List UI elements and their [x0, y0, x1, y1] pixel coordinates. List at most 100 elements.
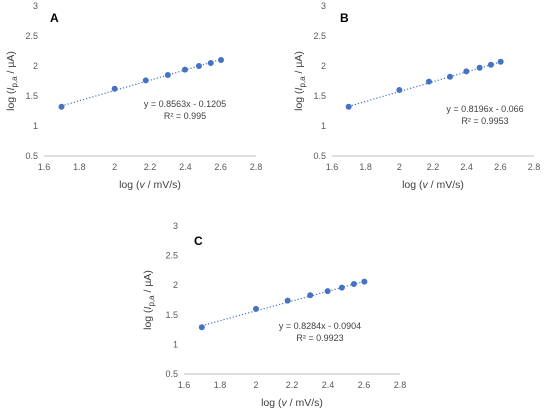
x-tick-label: 2.4	[179, 162, 192, 172]
x-tick-label: 2.8	[250, 162, 263, 172]
data-point	[207, 60, 214, 66]
y-tick-label: 1	[33, 121, 38, 131]
trendline	[61, 58, 222, 107]
y-axis-title: log (Ip,a / µA)	[293, 51, 307, 111]
data-point	[487, 61, 494, 68]
data-point	[284, 297, 291, 304]
y-tick-label: 0.5	[313, 151, 326, 161]
y-axis-title-unit: / µA)	[5, 51, 17, 76]
x-axis-title: log (v / mV/s)	[119, 179, 181, 191]
x-tick-label: 2	[253, 380, 258, 390]
x-tick-label: 2.2	[286, 380, 299, 390]
y-tick-label: 2.5	[25, 31, 38, 41]
y-axis-title: log (Ip,a / µA)	[142, 270, 156, 330]
y-tick-label: 3	[321, 1, 326, 11]
x-tick-label: 2	[397, 162, 402, 172]
panel-label: B	[340, 11, 349, 25]
y-tick-label: 2.5	[165, 251, 178, 261]
x-tick-label: 1.6	[38, 162, 51, 172]
data-point	[396, 87, 403, 93]
y-tick-label: 1.5	[25, 91, 38, 101]
x-tick-label: 1.8	[73, 162, 86, 172]
data-point	[324, 288, 331, 295]
y-axis-title-prefix: log (	[293, 90, 305, 111]
y-tick-label: 1	[321, 121, 326, 131]
y-tick-label: 0.5	[165, 369, 178, 379]
chart-panel-b: 1.6 1.8 2 2.2 2.4 2.6 2.8 0.5 1 1.5 2 2.5 3 By = 0.81…	[293, 1, 540, 191]
x-tick-label: 2.6	[214, 162, 227, 172]
data-point	[447, 73, 454, 80]
data-point	[218, 57, 225, 63]
y-axis-title-variable: I	[293, 87, 305, 90]
data-point	[181, 66, 188, 73]
y-axis-title-unit: / µA)	[293, 51, 305, 76]
y-tick-label: 0.5	[25, 151, 38, 161]
data-point	[307, 292, 314, 299]
trendline-equation: y = 0.8563x - 0.1205	[144, 99, 226, 109]
data-point	[195, 63, 202, 69]
data-point	[350, 281, 357, 288]
x-tick-label: 2	[112, 162, 117, 172]
data-point	[253, 305, 259, 312]
x-tick-label: 2.2	[144, 162, 157, 172]
r-squared-label: R² = 0.9953	[461, 116, 508, 126]
panel-label: C	[194, 234, 203, 248]
x-tick-label: 1.8	[214, 380, 227, 390]
trendline-equation: y = 0.8284x - 0.0904	[279, 321, 361, 331]
x-tick-label: 2.6	[358, 380, 371, 390]
x-tick-label: 1.8	[359, 162, 372, 172]
r-squared-label: R² = 0.9923	[296, 333, 343, 343]
trendline	[348, 61, 501, 107]
data-point	[361, 278, 368, 285]
x-axis-title-unit: / mV/s)	[428, 179, 464, 191]
x-tick-label: 1.6	[326, 162, 339, 172]
y-axis-title-subscript: p,a	[298, 76, 307, 88]
y-tick-label: 2	[173, 280, 178, 290]
y-tick-label: 1.5	[165, 310, 178, 320]
y-tick-label: 3	[173, 221, 178, 231]
x-axis-title: log (v / mV/s)	[261, 397, 323, 409]
x-tick-label: 2.8	[394, 380, 407, 390]
x-axis-title: log (v / mV/s)	[402, 179, 464, 191]
chart-panel-c: 1.6 1.8 2 2.2 2.4 2.6 2.8 0.5 1 1.5 2 2.5 3 Cy = 0.82…	[142, 221, 406, 409]
x-axis-title-unit: / mV/s)	[287, 397, 323, 409]
r-squared-label: R² = 0.995	[164, 111, 206, 121]
x-tick-label: 2.2	[427, 162, 440, 172]
chart-panel-a: 1.6 1.8 2 2.2 2.4 2.6 2.8 0.5 1 1.5 2 2.5 3 Ay = 0.85…	[5, 1, 262, 191]
trendline	[201, 280, 365, 327]
x-tick-label: 2.4	[460, 162, 473, 172]
y-axis-title-variable: I	[142, 306, 154, 309]
x-tick-label: 2.8	[528, 162, 541, 172]
x-tick-label: 2.4	[322, 380, 335, 390]
x-axis-title-prefix: log (	[119, 179, 140, 191]
y-axis-title-subscript: p,a	[147, 295, 156, 307]
data-point	[142, 77, 149, 84]
trendline-equation: y = 0.8196x - 0.066	[446, 104, 523, 114]
y-tick-label: 1	[173, 339, 178, 349]
x-axis-title-unit: / mV/s)	[145, 179, 181, 191]
data-point	[338, 284, 345, 291]
y-tick-label: 2	[321, 61, 326, 71]
y-axis-title-variable: I	[5, 87, 17, 90]
y-tick-label: 2.5	[313, 31, 326, 41]
data-point	[463, 68, 470, 75]
x-axis-title-variable: v	[282, 397, 288, 409]
y-tick-label: 3	[33, 1, 38, 11]
x-axis-title-prefix: log (	[402, 179, 423, 191]
x-axis-title-prefix: log (	[261, 397, 282, 409]
data-point	[198, 324, 205, 331]
panel-label: A	[50, 11, 59, 25]
y-axis-title-unit: / µA)	[142, 270, 154, 295]
y-tick-label: 2	[33, 61, 38, 71]
x-tick-label: 2.6	[494, 162, 507, 172]
data-point	[111, 85, 118, 92]
y-tick-label: 1.5	[313, 91, 326, 101]
x-tick-label: 1.6	[178, 380, 191, 390]
y-axis-title-subscript: p,a	[10, 76, 19, 88]
y-axis-title-prefix: log (	[142, 309, 154, 330]
y-axis-title: log (Ip,a / µA)	[5, 51, 19, 111]
data-point	[345, 103, 352, 110]
y-axis-title-prefix: log (	[5, 90, 17, 111]
data-point	[497, 58, 504, 65]
x-axis-title-variable: v	[140, 179, 146, 191]
